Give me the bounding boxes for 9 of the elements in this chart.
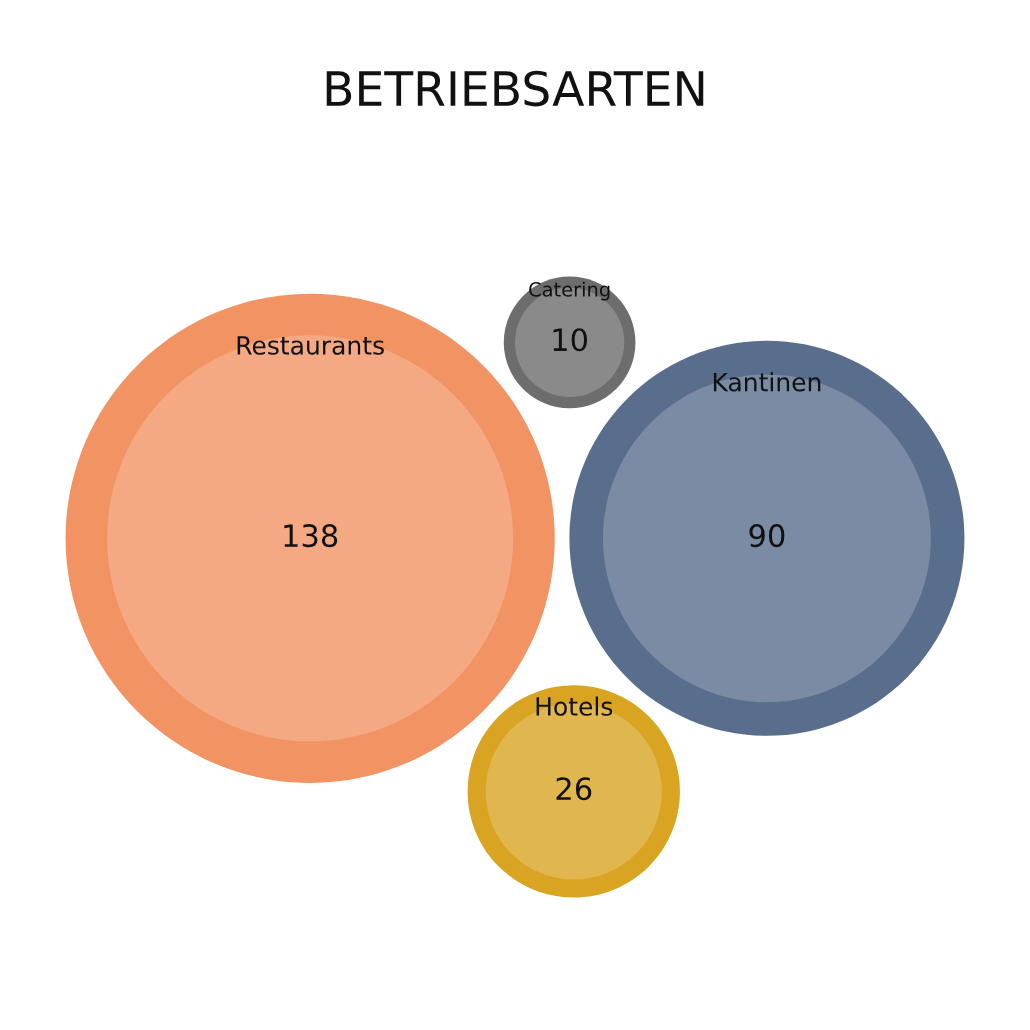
category-label: Hotels [536, 696, 613, 716]
text: BETRIEBSARTEN [326, 70, 704, 107]
data-label: 138 [284, 524, 338, 548]
data-label: 10 [553, 328, 588, 352]
category-label: Kantinen [713, 372, 821, 392]
category-label: Restaurants [237, 336, 384, 355]
category-label: Catering [529, 281, 610, 301]
data-label: 90 [749, 524, 785, 548]
data-label: 26 [556, 777, 592, 801]
